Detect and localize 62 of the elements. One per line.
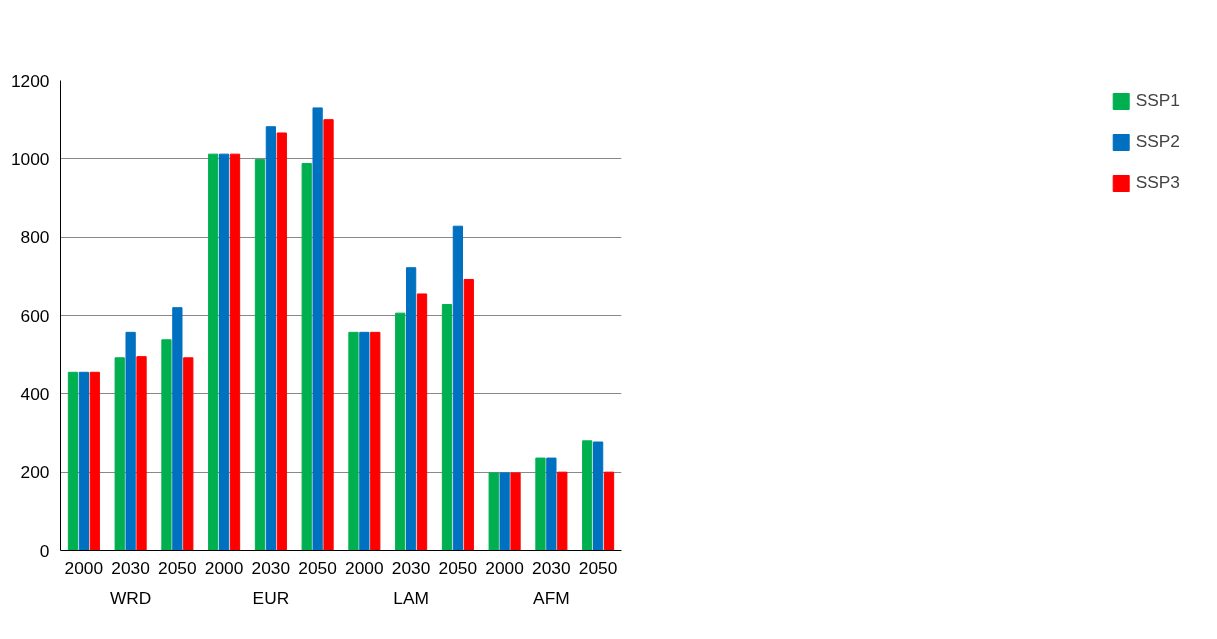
y-tick-label: 800 (20, 227, 50, 248)
bar (359, 331, 370, 551)
bar (276, 132, 287, 551)
y-tick-label: 600 (20, 305, 50, 326)
x-tick-label: 2030 (391, 557, 431, 578)
bar (136, 356, 147, 551)
y-tick-label: 400 (20, 383, 50, 404)
bar (229, 153, 241, 551)
x-tick-label: 2050 (298, 557, 337, 578)
x-tick-label: 2000 (204, 557, 244, 578)
bar (370, 331, 381, 551)
legend-label: SSP2 (1135, 131, 1180, 152)
x-tick-label: 2050 (438, 557, 478, 578)
x-tick-label: 2030 (251, 557, 291, 578)
bar (546, 457, 557, 551)
bar (114, 357, 125, 551)
bar (161, 339, 172, 551)
x-tick-label: 2030 (532, 557, 571, 578)
bar (67, 371, 79, 551)
text: WRD (109, 587, 152, 608)
legend-label: SSP3 (1135, 172, 1180, 193)
text: AFM (533, 587, 570, 608)
x-tick-label: 2000 (64, 557, 104, 578)
y-tick-label: 1000 (10, 148, 50, 169)
bar (323, 119, 334, 551)
bar (78, 371, 90, 551)
bar (592, 441, 604, 551)
x-tick-label: 2000 (345, 557, 384, 578)
bar (125, 331, 136, 551)
y-tick-label: 200 (20, 462, 50, 483)
text: EUR (252, 587, 290, 608)
bar (488, 472, 499, 551)
bar (301, 163, 312, 551)
bar (499, 472, 510, 551)
bar (183, 357, 194, 551)
bar (218, 153, 230, 551)
bar (557, 471, 568, 551)
bar (463, 278, 474, 551)
text: LAM (393, 587, 429, 608)
bar (603, 471, 615, 551)
y-tick-label: 1200 (10, 70, 50, 91)
x-tick-label: 2050 (158, 557, 197, 578)
bar (582, 440, 593, 551)
bar (348, 331, 359, 551)
legend-label: SSP1 (1135, 90, 1180, 111)
bar (510, 472, 521, 551)
bar (416, 293, 428, 551)
bar (254, 159, 266, 551)
x-tick-label: 2050 (578, 557, 618, 578)
x-tick-label: 2000 (485, 557, 524, 578)
bar (265, 126, 277, 551)
bar (405, 267, 417, 551)
bar (441, 304, 453, 551)
bar (312, 107, 323, 551)
bar (452, 225, 464, 551)
y-tick-label: 0 (39, 540, 50, 561)
bar (395, 312, 406, 551)
bar (535, 457, 546, 551)
bar (208, 153, 219, 551)
bar (89, 371, 100, 551)
bar (172, 307, 183, 551)
x-tick-label: 2030 (111, 557, 150, 578)
